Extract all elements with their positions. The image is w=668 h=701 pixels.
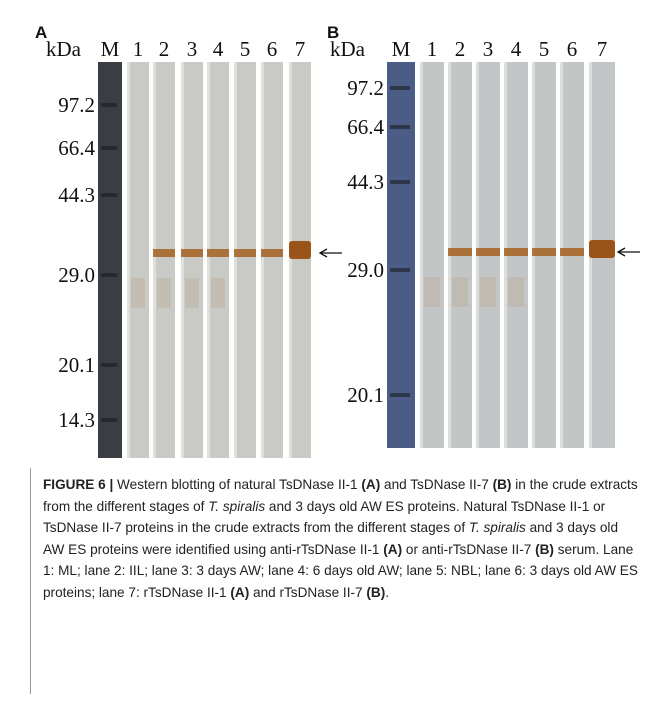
blot-strip: [261, 62, 283, 458]
lane-label: 2: [159, 37, 170, 61]
band: [181, 249, 203, 257]
marker-band: [101, 103, 117, 107]
strip-shade: [153, 62, 156, 458]
lane-label: 7: [597, 37, 608, 61]
caption: FIGURE 6 | Western blotting of natural T…: [30, 468, 642, 694]
caption-text: Western blotting of natural TsDNase II-1: [113, 477, 361, 492]
band: [261, 249, 283, 257]
caption-ref: (B): [366, 585, 385, 600]
strip-shade: [181, 62, 184, 458]
marker-label: 14.3: [58, 408, 95, 432]
strip-shade: [261, 62, 264, 458]
caption-species: T. spiralis: [208, 499, 265, 514]
caption-text: and rTsDNase II-7: [249, 585, 366, 600]
blot-strip: [127, 62, 149, 458]
band: [560, 248, 584, 256]
caption-ref: (A): [361, 477, 380, 492]
blot-strip: [387, 62, 415, 448]
blot-strip: [98, 62, 122, 458]
band: [504, 248, 528, 256]
band: [234, 249, 256, 257]
marker-band: [390, 393, 410, 397]
marker-band: [101, 363, 117, 367]
band: [532, 248, 556, 256]
caption-text: or anti-rTsDNase II-7: [402, 542, 535, 557]
marker-label: 66.4: [58, 136, 95, 160]
lane-label: 3: [483, 37, 494, 61]
lane-label: 5: [539, 37, 550, 61]
caption-ref: (B): [535, 542, 554, 557]
strip-shade: [289, 62, 292, 458]
smear: [185, 278, 199, 308]
marker-band: [101, 193, 117, 197]
caption-ref: (B): [493, 477, 512, 492]
lane-label: M: [392, 37, 411, 61]
lane-label: 1: [427, 37, 438, 61]
marker-label: 44.3: [58, 183, 95, 207]
page: {"panels":[ {"label":"A","unit":"kDa","l…: [0, 0, 668, 701]
lane-label: 2: [455, 37, 466, 61]
blot-strip: [234, 62, 256, 458]
smear: [508, 277, 524, 307]
marker-band: [390, 180, 410, 184]
marker-label: 44.3: [347, 170, 384, 194]
marker-band: [390, 268, 410, 272]
caption-text: and TsDNase II-7: [380, 477, 492, 492]
marker-label: 29.0: [58, 263, 95, 287]
smear: [480, 277, 496, 307]
lane-label: 4: [511, 37, 522, 61]
smear: [157, 278, 171, 308]
marker-label: 29.0: [347, 258, 384, 282]
band: [289, 241, 311, 259]
band: [448, 248, 472, 256]
marker-band: [390, 125, 410, 129]
lane-label: 1: [133, 37, 144, 61]
band: [153, 249, 175, 257]
marker-label: 20.1: [347, 383, 384, 407]
blot-strip: [181, 62, 203, 458]
blot-strip: [207, 62, 229, 458]
marker-band: [101, 418, 117, 422]
strip-shade: [207, 62, 210, 458]
band: [207, 249, 229, 257]
unit-label: kDa: [46, 37, 82, 61]
strip-shade: [420, 62, 423, 448]
caption-label: FIGURE 6 |: [43, 477, 113, 492]
caption-ref: (A): [383, 542, 402, 557]
strip-shade: [234, 62, 237, 458]
marker-band: [390, 86, 410, 90]
smear: [211, 278, 225, 308]
caption-text: .: [385, 585, 389, 600]
lane-label: 4: [213, 37, 224, 61]
smear: [452, 277, 468, 307]
smear: [131, 278, 145, 308]
blot-strip: [289, 62, 311, 458]
marker-label: 97.2: [347, 76, 384, 100]
marker-band: [101, 273, 117, 277]
marker-label: 97.2: [58, 93, 95, 117]
caption-ref: (A): [230, 585, 249, 600]
lane-label: M: [101, 37, 120, 61]
marker-label: 20.1: [58, 353, 95, 377]
unit-label: kDa: [330, 37, 366, 61]
lane-label: 7: [295, 37, 306, 61]
strip-shade: [127, 62, 130, 458]
band: [589, 240, 615, 258]
marker-label: 66.4: [347, 115, 384, 139]
marker-band: [101, 146, 117, 150]
smear: [424, 277, 440, 307]
lane-label: 6: [267, 37, 278, 61]
lane-label: 5: [240, 37, 251, 61]
lane-label: 6: [567, 37, 578, 61]
blot-strip: [420, 62, 444, 448]
caption-species: T. spiralis: [469, 520, 526, 535]
lane-label: 3: [187, 37, 198, 61]
band: [476, 248, 500, 256]
blot-strip: [153, 62, 175, 458]
